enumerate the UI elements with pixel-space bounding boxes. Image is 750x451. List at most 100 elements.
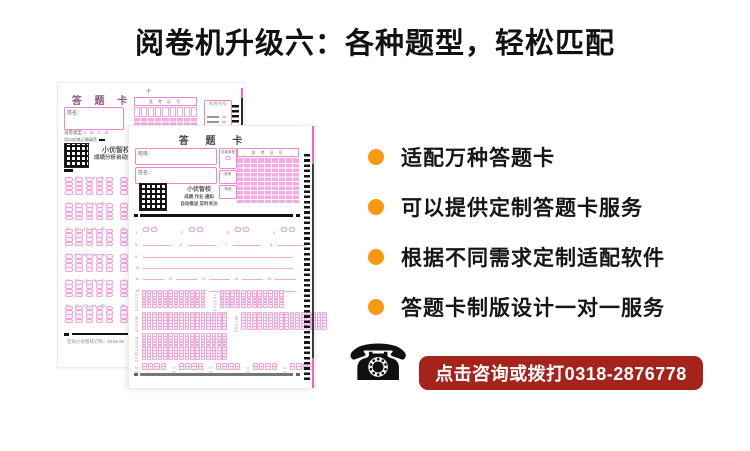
reg-bubble-stripe [176,118,183,127]
answer-bubble [65,288,73,294]
question-number: 94 [91,303,97,309]
question-number: 61 [246,365,250,370]
reg-cell [292,158,300,163]
answer-bubble [146,356,152,360]
answer-bubble [75,215,83,221]
answer-bubble [271,366,278,371]
question-number: 45 [135,336,139,341]
text-placeholder [207,116,219,118]
front-mid-fill-row1: 11 12 13 14 15 [135,267,301,281]
answer-bubble [265,366,271,371]
answer-bubble [65,284,73,289]
question-number: 15 [267,276,272,281]
back-type-label: 试卷类型 [64,130,82,135]
answer-bubble [191,366,197,371]
answer-bubble [157,304,163,309]
fill-question: 15 [267,267,300,285]
question-number: 50 [135,350,139,355]
answer-bubble [65,190,73,195]
answer-bubble [200,325,206,330]
question-number: 22 [135,295,139,300]
reg-cell [264,158,272,163]
question-number: 4 [92,175,96,180]
answer-bubble [150,227,157,233]
answer-line [278,241,306,246]
question-number: 45 [100,226,105,232]
answer-bubble [75,228,83,234]
question-number: 5 [135,242,138,247]
subject-row [207,108,229,118]
front-barcode-box: 条码 [219,185,237,199]
fill-question: 7 [225,233,270,251]
telephone-icon[interactable]: ☎ [347,334,410,392]
answer-bubble [85,279,94,285]
reg-bubble-column [264,164,272,203]
question-number: 53 [135,359,139,364]
answer-bubble [75,314,83,319]
question-number: 10 [135,265,140,270]
answer-bubble [105,258,114,264]
back-footer-text: 咨询小优智校订购：0318-28 [67,339,125,344]
back-qr-caption: 小优智校 成绩分析自动推送 [89,146,143,162]
answer-bubble [75,258,83,264]
back-qr-line2: 成绩分析自动推送 [93,155,138,161]
answer-bubble [120,258,128,264]
answer-bubble [289,325,295,330]
answer-bubble [225,304,230,309]
fill-question: 12 [168,267,201,285]
answer-bubble [105,232,114,238]
matrix-row: 33 [135,311,228,318]
fill-question-long: 10 [135,256,301,270]
matrix-row: 32 [213,304,284,311]
answer-bubble [173,356,179,360]
reg-cell [257,158,265,163]
sheet-edge-line [241,88,243,127]
answer-bubble [152,356,157,360]
matrix-row: 28 [213,292,284,299]
back-type-options: A B C D [83,130,110,135]
answer-bubble [75,262,83,268]
matrix-group: 45 46 47 48 49 50 51 52 53 [135,333,228,363]
fill-question-long: 9 [135,245,301,259]
fill-question: 5 [135,233,180,251]
contact-banner-button[interactable]: 点击咨询或拨打0318-2876778 [419,356,703,390]
answer-line [143,253,293,258]
question-number: 40 [234,317,239,322]
feature-list: 适配万种答题卡 可以提供定制答题卡服务 根据不同需求定制适配软件 答题卡制版设计… [368,145,665,345]
matrix-row: 38 [135,325,228,332]
subject-code-label: 科目代号 [209,101,227,106]
answer-bubble [95,232,104,238]
answer-bubble [195,356,200,360]
reg-bubble-stripe [190,118,197,127]
answer-bubble [246,325,252,330]
timing-mark [134,373,138,376]
answer-bubble [85,318,94,324]
answer-bubble [85,228,94,234]
answer-bubble [120,309,128,315]
question-number: 31 [213,304,217,309]
answer-bubble [105,202,114,208]
answer-bubble [141,366,147,371]
answer-bubble [120,177,128,182]
question-number: 42 [234,323,239,328]
question-number: 59 [209,365,213,370]
answer-bubble [95,211,104,217]
answer-bubble [75,309,83,315]
timing-mark [296,214,300,217]
feature-label: 可以提供定制答题卡服务 [401,197,643,220]
answer-bubble [120,241,128,247]
matrix-group: 21 22 23 24 25 26 [135,290,206,311]
answer-bubble [278,304,284,309]
question-number: 1 [135,230,138,235]
question-number: 9 [135,254,138,259]
reg-bubble-stripe [162,118,169,127]
answer-bubble [120,267,128,272]
question-number: 62 [246,369,250,374]
answer-bubble [252,366,259,371]
question-number: 11 [135,276,140,281]
bullet-dot-icon [368,249,384,265]
bubble-group [64,258,114,264]
question-number: 47 [135,341,139,346]
answer-bubble [222,356,227,360]
